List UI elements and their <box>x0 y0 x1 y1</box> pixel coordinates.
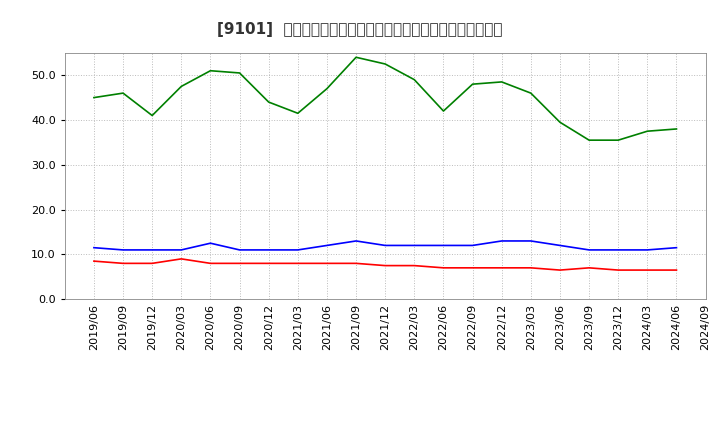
買入債務回転率 <box>468 243 477 248</box>
Line: 在庫回転率: 在庫回転率 <box>94 57 677 140</box>
売上債権回転率 <box>352 261 361 266</box>
売上債権回転率 <box>614 268 623 273</box>
売上債権回転率 <box>498 265 506 271</box>
売上債権回転率 <box>672 268 681 273</box>
売上債権回転率 <box>148 261 156 266</box>
在庫回転率 <box>526 91 535 96</box>
売上債権回転率 <box>556 268 564 273</box>
在庫回転率 <box>89 95 98 100</box>
在庫回転率 <box>235 70 244 76</box>
売上債権回転率 <box>89 258 98 264</box>
在庫回転率 <box>585 138 593 143</box>
売上債権回転率 <box>468 265 477 271</box>
売上債権回転率 <box>206 261 215 266</box>
売上債権回転率 <box>294 261 302 266</box>
買入債務回転率 <box>556 243 564 248</box>
在庫回転率 <box>614 138 623 143</box>
売上債権回転率 <box>526 265 535 271</box>
買入債務回転率 <box>672 245 681 250</box>
買入債務回転率 <box>643 247 652 253</box>
売上債権回転率 <box>119 261 127 266</box>
在庫回転率 <box>264 99 273 105</box>
売上債権回転率 <box>235 261 244 266</box>
在庫回転率 <box>323 86 331 91</box>
在庫回転率 <box>468 81 477 87</box>
在庫回転率 <box>119 91 127 96</box>
在庫回転率 <box>498 79 506 84</box>
買入債務回転率 <box>498 238 506 244</box>
在庫回転率 <box>177 84 186 89</box>
買入債務回転率 <box>119 247 127 253</box>
在庫回転率 <box>206 68 215 73</box>
買入債務回転率 <box>381 243 390 248</box>
買入債務回転率 <box>264 247 273 253</box>
買入債務回転率 <box>148 247 156 253</box>
売上債権回転率 <box>439 265 448 271</box>
Line: 買入債務回転率: 買入債務回転率 <box>94 241 677 250</box>
買入債務回転率 <box>89 245 98 250</box>
売上債権回転率 <box>177 256 186 261</box>
在庫回転率 <box>410 77 418 82</box>
売上債権回転率 <box>585 265 593 271</box>
Line: 売上債権回転率: 売上債権回転率 <box>94 259 677 270</box>
在庫回転率 <box>643 128 652 134</box>
在庫回転率 <box>294 110 302 116</box>
売上債権回転率 <box>264 261 273 266</box>
買入債務回転率 <box>235 247 244 253</box>
在庫回転率 <box>439 108 448 114</box>
売上債権回転率 <box>410 263 418 268</box>
売上債権回転率 <box>323 261 331 266</box>
買入債務回転率 <box>410 243 418 248</box>
在庫回転率 <box>381 61 390 66</box>
買入債務回転率 <box>206 241 215 246</box>
買入債務回転率 <box>585 247 593 253</box>
在庫回転率 <box>148 113 156 118</box>
買入債務回転率 <box>294 247 302 253</box>
売上債権回転率 <box>643 268 652 273</box>
買入債務回転率 <box>614 247 623 253</box>
買入債務回転率 <box>439 243 448 248</box>
買入債務回転率 <box>352 238 361 244</box>
Text: [9101]  売上債権回転率、買入債務回転率、在庫回転率の推移: [9101] 売上債権回転率、買入債務回転率、在庫回転率の推移 <box>217 22 503 37</box>
在庫回転率 <box>556 120 564 125</box>
買入債務回転率 <box>177 247 186 253</box>
買入債務回転率 <box>526 238 535 244</box>
在庫回転率 <box>352 55 361 60</box>
売上債権回転率 <box>381 263 390 268</box>
在庫回転率 <box>672 126 681 132</box>
買入債務回転率 <box>323 243 331 248</box>
